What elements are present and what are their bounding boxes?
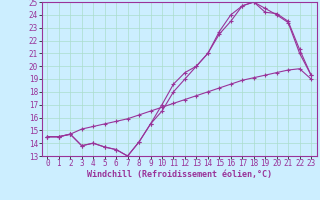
X-axis label: Windchill (Refroidissement éolien,°C): Windchill (Refroidissement éolien,°C) — [87, 170, 272, 179]
